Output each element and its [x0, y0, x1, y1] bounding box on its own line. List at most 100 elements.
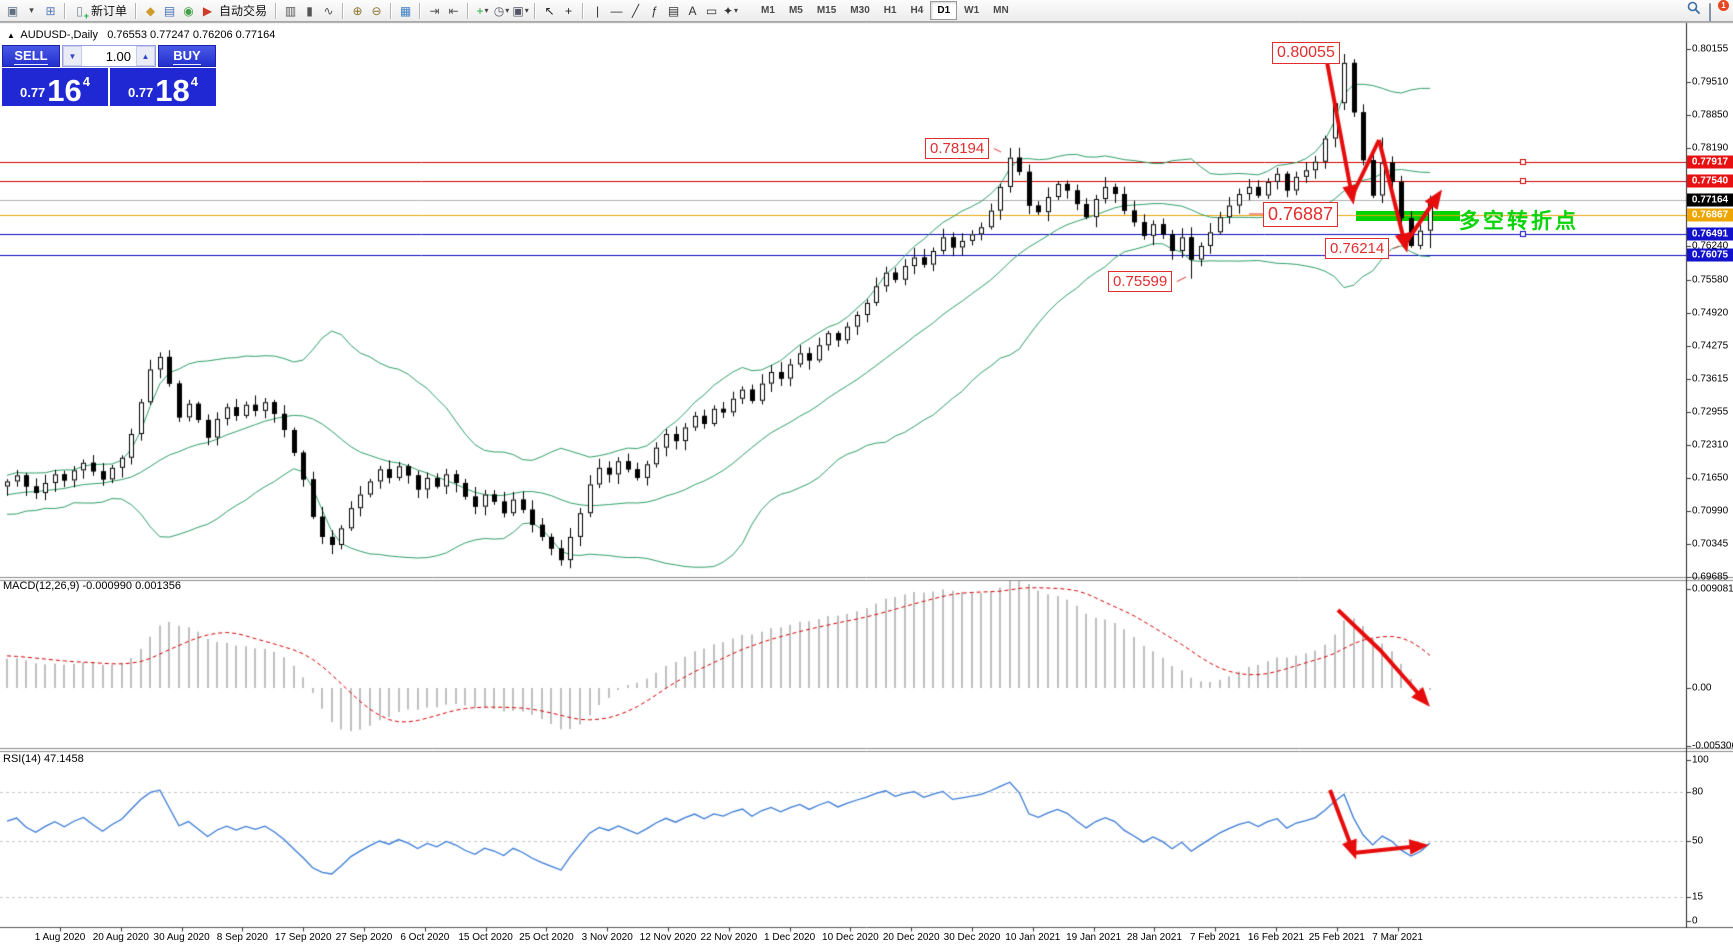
profiles-icon[interactable]: ⊞: [45, 3, 56, 18]
timeframe-button-mn[interactable]: MN: [993, 5, 1009, 16]
toolbar-separator: [582, 2, 585, 19]
dropdown-caret-icon[interactable]: ▾: [484, 5, 489, 15]
turning-point-annotation[interactable]: 多空转折点: [1459, 210, 1579, 233]
market-watch-icon[interactable]: ◆: [145, 3, 156, 18]
main-toolbar: ▣ ▾ ⊞ ▯ + 新订单 ◆ ▤ ◉ ▶ 自动交易 ▥ ▮ ∿ ⊕ ⊖ ▦ ⇥ ⇤ + ▾ ◷ ▾ ▣ ▾ ↖ + | ― ╱ ƒ ▤ A ▭ ✦…: [0, 0, 1733, 22]
timeframe-button-d1[interactable]: D1: [930, 1, 958, 20]
sell-button[interactable]: SELL: [2, 45, 60, 67]
timeframe-button-m1[interactable]: M1: [761, 5, 775, 16]
text-icon[interactable]: A: [688, 3, 697, 18]
macd-axis-tick: 0.00: [1692, 682, 1712, 694]
price-callout[interactable]: 0.76887: [1263, 202, 1339, 227]
add-indicator-icon[interactable]: + ▾: [476, 3, 489, 18]
toolbar-separator: [390, 2, 393, 19]
line-chart-icon[interactable]: ∿: [323, 3, 334, 18]
macd-indicator-label: MACD(12,26,9) -0.000990 0.001356: [3, 580, 181, 592]
price-axis-tick: 0.78190: [1692, 142, 1729, 154]
vertical-line-icon[interactable]: |: [595, 3, 600, 18]
time-axis-label: 7 Feb 2021: [1189, 932, 1241, 943]
price-callout[interactable]: 0.78194: [925, 138, 990, 160]
candlestick-chart-icon[interactable]: ▮: [306, 3, 313, 18]
cursor-icon[interactable]: ↖: [544, 3, 555, 18]
search-icon[interactable]: [1687, 1, 1701, 20]
dropdown-caret-icon[interactable]: ▾: [734, 5, 739, 15]
new-chart-icon[interactable]: ▣: [6, 3, 19, 18]
zoom-out-icon[interactable]: ⊖: [371, 3, 382, 18]
time-axis-label: 22 Nov 2020: [700, 932, 758, 943]
channels-icon[interactable]: ▤: [667, 3, 680, 18]
price-axis-tick: 0.69685: [1692, 571, 1729, 583]
time-axis-label: 1 Aug 2020: [34, 932, 86, 943]
auto-trading-icon[interactable]: ▶: [202, 3, 213, 18]
one-click-trading-panel: SELL ▼ ▲ BUY 0.77 16 4 0.77 18 4: [2, 45, 216, 106]
trendline-icon[interactable]: ╱: [631, 3, 640, 18]
new-order-label[interactable]: 新订单: [91, 4, 128, 18]
toolbar-separator: [467, 2, 470, 19]
volume-stepper: ▼ ▲: [62, 45, 156, 67]
time-axis-label: 25 Feb 2021: [1308, 932, 1365, 943]
price-axis-tick: 0.76240: [1692, 240, 1729, 252]
ohlc-values: 0.76553 0.77247 0.76206 0.77164: [107, 29, 276, 41]
data-window-icon[interactable]: ▤: [163, 3, 176, 18]
template-icon[interactable]: ▣ ▾: [512, 3, 529, 18]
symbol-ohlc-line: ▲ AUDUSD-,Daily 0.76553 0.77247 0.76206 …: [7, 29, 275, 41]
time-axis-label: 16 Feb 2021: [1247, 932, 1305, 943]
notification-badge: 1: [1718, 0, 1729, 11]
tile-windows-icon[interactable]: ▦: [399, 3, 412, 18]
chart-dropdown-caret-icon[interactable]: ▾: [29, 5, 34, 15]
toolbar-separator: [534, 2, 537, 19]
time-axis-label: 20 Dec 2020: [882, 932, 940, 943]
price-axis-tick: 0.72310: [1692, 439, 1729, 451]
dropdown-caret-icon[interactable]: ▾: [505, 5, 510, 15]
time-axis-label: 17 Sep 2020: [274, 932, 332, 943]
fibonacci-icon[interactable]: ƒ: [651, 3, 658, 18]
auto-trading-label[interactable]: 自动交易: [219, 4, 268, 18]
crosshair-icon[interactable]: +: [565, 3, 573, 18]
buy-price[interactable]: 0.77 18 4: [110, 68, 216, 106]
new-order-icon[interactable]: ▯ +: [76, 3, 89, 21]
price-callout[interactable]: 0.75599: [1108, 271, 1173, 293]
toolbar-separator: [419, 2, 422, 19]
timeframe-button-h1[interactable]: H1: [883, 5, 897, 16]
symbol-collapse-icon[interactable]: ▲: [7, 31, 15, 40]
plus-overlay-icon: +: [83, 10, 89, 21]
timeframe-button-w1[interactable]: W1: [964, 5, 980, 16]
zoom-in-icon[interactable]: ⊕: [352, 3, 363, 18]
timeframe-button-m5[interactable]: M5: [788, 5, 803, 16]
volume-decrease-button[interactable]: ▼: [63, 46, 82, 66]
timeframe-button-h4[interactable]: H4: [910, 5, 924, 16]
buy-button[interactable]: BUY: [158, 45, 216, 67]
rsi-axis-tick: 0: [1692, 915, 1698, 927]
navigator-icon[interactable]: ◉: [183, 3, 194, 18]
time-axis-label: 8 Sep 2020: [216, 932, 268, 943]
auto-scroll-icon[interactable]: ⇥: [429, 3, 440, 18]
price-callout[interactable]: 0.80055: [1272, 42, 1340, 65]
rsi-axis-tick: 15: [1692, 891, 1704, 903]
price-axis-badge: 0.76491: [1687, 227, 1733, 241]
volume-increase-button[interactable]: ▲: [136, 46, 155, 66]
arrows-icon[interactable]: ✦ ▾: [722, 3, 739, 18]
dropdown-caret-icon[interactable]: ▾: [524, 5, 529, 15]
toolbar-separator: [135, 2, 138, 19]
text-label-icon[interactable]: ▭: [705, 3, 718, 18]
chat-icon[interactable]: 1: [1709, 0, 1729, 22]
price-axis-badge: 0.77164: [1687, 193, 1733, 207]
periods-icon[interactable]: ◷ ▾: [493, 3, 510, 18]
time-axis-label: 10 Dec 2020: [822, 932, 879, 943]
timeframe-button-m15[interactable]: M15: [816, 5, 837, 16]
bar-chart-icon[interactable]: ▥: [284, 3, 297, 18]
price-callout[interactable]: 0.76214: [1325, 238, 1390, 260]
chart-shift-icon[interactable]: ⇤: [448, 3, 459, 18]
time-axis-label: 30 Dec 2020: [943, 932, 1001, 943]
toolbar-separator: [342, 2, 345, 19]
price-axis-tick: 0.79510: [1692, 76, 1729, 88]
time-axis-label: 12 Nov 2020: [639, 932, 697, 943]
timeframe-switcher: M1 M5 M15 M30 H1 H4 D1 W1 MN: [754, 1, 1016, 20]
sell-price[interactable]: 0.77 16 4: [2, 68, 108, 106]
price-axis-tick: 0.75580: [1692, 274, 1729, 286]
timeframe-button-m30[interactable]: M30: [850, 5, 870, 16]
horizontal-line-icon[interactable]: ―: [610, 3, 623, 18]
macd-axis-tick: 0.009081: [1692, 583, 1733, 595]
volume-input[interactable]: [82, 46, 136, 66]
